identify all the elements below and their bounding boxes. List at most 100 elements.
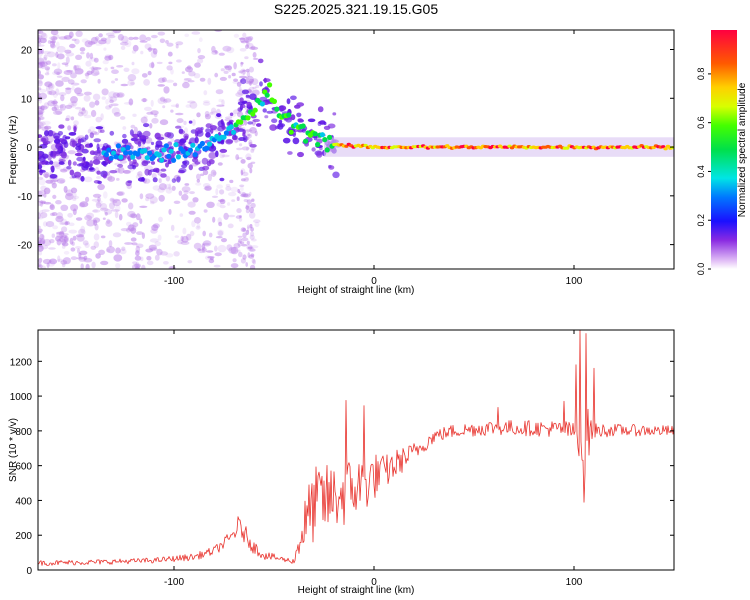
spectrogram-cell xyxy=(229,112,234,117)
spectrogram-noise-cell xyxy=(71,100,78,107)
spectrogram-noise-cell xyxy=(252,57,259,60)
spectrogram-ridge-cell xyxy=(221,134,227,140)
spectrogram-noise-cell xyxy=(75,30,83,37)
spectrogram-ridge-cell xyxy=(180,148,186,154)
spectrogram-noise-cell xyxy=(73,65,77,71)
spectrogram-noise-cell xyxy=(241,146,250,151)
spectrogram-noise-cell xyxy=(47,100,56,107)
spectrogram-noise-cell xyxy=(68,222,75,227)
spectrogram-noise-cell xyxy=(198,37,203,42)
spectrogram-noise-cell xyxy=(185,104,192,108)
spectrogram-noise-cell xyxy=(246,156,252,161)
spectrogram-noise-cell xyxy=(239,48,247,52)
spectrogram-noise-cell xyxy=(245,75,254,84)
spectrogram-noise-cell xyxy=(144,43,152,50)
spectrogram-noise-cell xyxy=(38,30,42,37)
spectrogram-noise-cell xyxy=(242,171,249,177)
spectrogram-cell xyxy=(89,142,93,148)
spectrogram-ridge-cell xyxy=(159,157,165,163)
spectrogram-ridge-cell xyxy=(223,130,229,136)
spectrogram-noise-cell xyxy=(120,228,129,232)
spectrogram-cell xyxy=(175,125,182,129)
spectrogram-ridge-cell xyxy=(142,148,148,154)
spectrogram-ridge-cell xyxy=(259,101,265,107)
spectrogram-noise-cell xyxy=(55,215,64,223)
spectrogram-noise-cell xyxy=(238,86,242,92)
spectrogram-noise-cell xyxy=(86,70,93,76)
spectrogram-noise-cell xyxy=(188,71,196,77)
spectrogram-cell xyxy=(183,133,189,139)
spectrogram-noise-cell xyxy=(236,196,240,201)
spectrogram-noise-cell xyxy=(214,72,219,78)
spectrogram-cell xyxy=(38,161,46,165)
spectrogram-noise-cell xyxy=(159,119,169,126)
spectrogram-noise-cell xyxy=(115,247,121,254)
spectrogram-cell xyxy=(205,132,211,138)
spectrogram-noise-cell xyxy=(225,186,232,191)
spectrogram-noise-cell xyxy=(183,79,190,83)
spectrogram-cell xyxy=(56,146,61,153)
colorbar-label: Normalized spectral amplitude xyxy=(737,82,748,217)
spectrogram-cell xyxy=(245,94,250,98)
spectrogram-cell xyxy=(58,124,65,129)
spectrogram-cell xyxy=(41,153,49,159)
spectrogram-noise-cell xyxy=(50,40,55,48)
spectrogram-noise-cell xyxy=(50,43,56,49)
spectrogram-cell xyxy=(144,168,150,176)
spectrogram-noise-cell xyxy=(241,243,248,247)
spectrogram-noise-cell xyxy=(106,174,113,181)
snr-y-tick-label: 1000 xyxy=(10,392,33,403)
spectrogram-noise-cell xyxy=(43,193,47,198)
spectrogram-noise-cell xyxy=(154,113,158,118)
spectrogram-noise-cell xyxy=(40,32,47,38)
spectrogram-ridge-cell xyxy=(319,132,325,138)
spectrogram-noise-cell xyxy=(175,112,184,116)
spectrogram-ridge-cell xyxy=(123,150,129,156)
spectrogram-noise-cell xyxy=(93,57,99,63)
spectrogram-cell xyxy=(80,175,85,182)
spectrogram-noise-cell xyxy=(202,240,212,247)
spectrogram-cell xyxy=(96,170,101,175)
spectrogram-noise-cell xyxy=(114,204,121,213)
spectrogram-noise-cell xyxy=(113,254,123,262)
spectrogram-noise-cell xyxy=(179,213,184,217)
spectrogram-noise-cell xyxy=(60,204,69,211)
spectrogram-noise-cell xyxy=(218,52,225,56)
spectrogram-cell xyxy=(89,150,96,155)
spectrogram-frame xyxy=(37,29,675,270)
spectrogram-ridge-cell xyxy=(312,131,318,137)
spectrogram-noise-cell xyxy=(204,185,212,191)
spectrogram-cell xyxy=(311,147,316,152)
spectrogram-noise-cell xyxy=(108,104,113,108)
spectrogram-noise-cell xyxy=(149,196,158,204)
spectrogram-noise-cell xyxy=(145,36,151,41)
spectrogram-noise-cell xyxy=(245,208,250,214)
spectrogram-ridge-cell xyxy=(204,145,210,151)
spectrogram-noise-cell xyxy=(242,32,247,38)
snr-x-label: Height of straight line (km) xyxy=(298,585,415,596)
spectrogram-noise-cell xyxy=(186,65,192,70)
spectrogram-ridge-cell xyxy=(187,147,193,153)
spectrogram-cell xyxy=(109,170,118,174)
spectrogram-noise-cell xyxy=(248,78,255,83)
spectrogram-noise-cell xyxy=(241,237,249,242)
spectrogram-cell xyxy=(164,132,172,138)
spectrogram-noise-cell xyxy=(84,40,93,48)
spectrogram-noise-cell xyxy=(157,97,166,105)
spectrogram-noise-cell xyxy=(109,99,114,104)
spectrogram-noise-cell xyxy=(244,56,249,60)
spectrogram-noise-cell xyxy=(156,61,163,65)
spectrogram-noise-cell xyxy=(81,107,86,111)
spectrogram-noise-cell xyxy=(46,262,50,268)
spectrogram-noise-cell xyxy=(227,214,236,218)
snr-y-tick-label: 1200 xyxy=(10,357,33,368)
spectrogram-noise-cell xyxy=(149,238,159,243)
spectrogram-noise-cell xyxy=(63,234,67,238)
spectrogram-ridge-cell xyxy=(274,106,280,112)
spectrogram-noise-cell xyxy=(163,86,170,94)
spectrogram-noise-cell xyxy=(221,154,230,158)
spectrogram-noise-cell xyxy=(67,212,73,218)
spectrogram-noise-cell xyxy=(56,45,66,53)
spectrogram-noise-cell xyxy=(192,119,196,126)
spectrogram-cell xyxy=(50,166,54,171)
